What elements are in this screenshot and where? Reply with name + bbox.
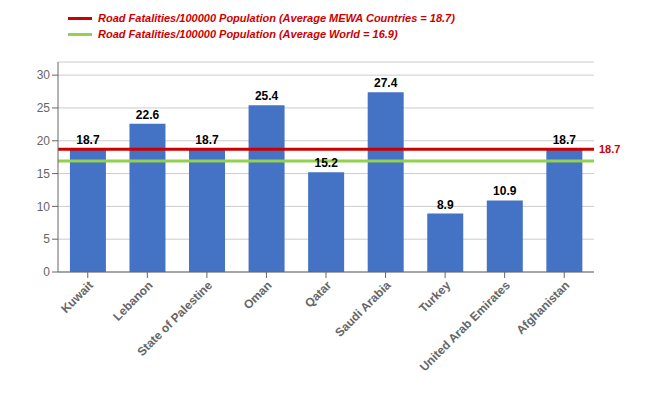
svg-text:18.7: 18.7: [195, 133, 219, 147]
svg-text:15.2: 15.2: [314, 156, 338, 170]
svg-text:Kuwait: Kuwait: [58, 278, 96, 316]
svg-text:5: 5: [43, 232, 50, 246]
svg-text:Qatar: Qatar: [302, 278, 334, 310]
svg-text:27.4: 27.4: [374, 76, 398, 90]
svg-text:15: 15: [37, 167, 51, 181]
svg-text:20: 20: [37, 134, 51, 148]
svg-text:10.9: 10.9: [493, 184, 517, 198]
html-text:Road Fatalities/100000 Populat: Road Fatalities/100000 Population (Avera…: [98, 28, 398, 40]
svg-text:0: 0: [43, 265, 50, 279]
svg-text:8.9: 8.9: [437, 198, 454, 212]
html-text:Road Fatalities/100000 Populat: Road Fatalities/100000 Population (Avera…: [98, 12, 455, 24]
svg-text:25: 25: [37, 101, 51, 115]
svg-text:18.7: 18.7: [599, 143, 620, 155]
svg-text:18.7: 18.7: [553, 133, 577, 147]
svg-text:18.7: 18.7: [76, 133, 100, 147]
svg-text:Turkey: Turkey: [416, 278, 453, 315]
svg-text:22.6: 22.6: [136, 108, 160, 122]
svg-text:State of Palestine: State of Palestine: [134, 278, 215, 359]
svg-text:30: 30: [37, 68, 51, 82]
svg-text:United Arab Emirates: United Arab Emirates: [417, 278, 513, 374]
svg-text:Saudi Arabia: Saudi Arabia: [332, 278, 394, 340]
svg-text:Afghanistan: Afghanistan: [513, 278, 572, 337]
svg-text:10: 10: [37, 200, 51, 214]
svg-text:Lebanon: Lebanon: [110, 278, 155, 323]
svg-text:25.4: 25.4: [255, 89, 279, 103]
svg-text:Oman: Oman: [241, 278, 275, 312]
